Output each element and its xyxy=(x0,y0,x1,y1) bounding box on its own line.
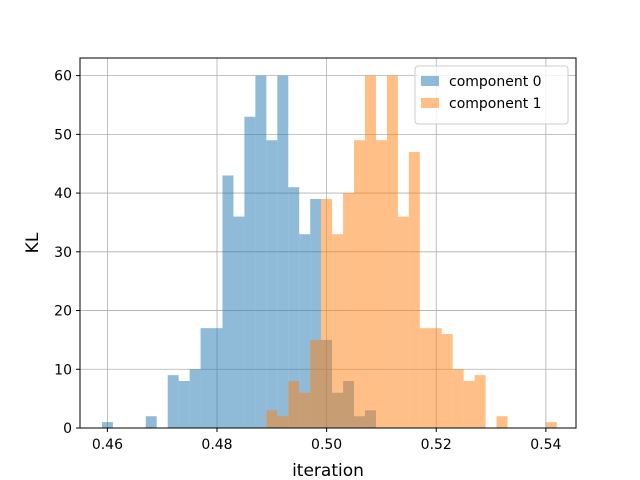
histogram-bar xyxy=(299,392,311,428)
histogram-bar xyxy=(545,422,557,428)
histogram-bar xyxy=(101,422,113,428)
x-tick-label: 0.50 xyxy=(311,437,342,453)
histogram-bar xyxy=(233,216,245,428)
histogram-bar xyxy=(364,75,376,428)
histogram-bar xyxy=(299,234,311,428)
histogram-bar xyxy=(277,416,289,428)
legend-label: component 0 xyxy=(449,74,542,90)
plot-frame xyxy=(79,57,577,429)
series-1-bars xyxy=(266,75,557,428)
histogram-bar xyxy=(408,151,420,428)
y-axis-label: KL xyxy=(23,232,43,253)
histogram-bar xyxy=(288,187,300,428)
histogram-bar xyxy=(419,328,431,428)
histogram-bar xyxy=(244,116,256,428)
histogram-bar xyxy=(288,381,300,428)
y-tick-label: 10 xyxy=(54,362,72,378)
histogram-bar xyxy=(310,339,322,428)
y-tick-label: 20 xyxy=(54,304,72,320)
histogram-bar xyxy=(189,369,201,428)
histogram-bar xyxy=(354,140,365,428)
x-tick-label: 0.48 xyxy=(201,437,232,453)
histogram-bar xyxy=(496,416,508,428)
y-tick-label: 0 xyxy=(63,421,72,437)
histogram-bar xyxy=(343,193,355,428)
histogram-bar xyxy=(200,328,223,428)
histogram-bar xyxy=(386,75,398,428)
histogram-bar xyxy=(321,198,333,428)
y-tick-label: 50 xyxy=(54,127,72,143)
histogram-bar xyxy=(266,140,278,428)
histogram-bar xyxy=(474,375,486,428)
histogram-bar xyxy=(167,375,179,428)
y-tick-label: 40 xyxy=(54,186,72,202)
histogram-bar xyxy=(463,381,475,428)
x-tick-label: 0.54 xyxy=(530,437,561,453)
legend-box xyxy=(414,65,569,125)
histogram-bar xyxy=(441,334,453,428)
legend: component 0 component 1 xyxy=(414,65,569,125)
series-0-bars xyxy=(101,75,376,428)
histogram-bar xyxy=(397,216,409,428)
histogram-bar xyxy=(452,369,464,428)
legend-label: component 1 xyxy=(449,96,542,112)
histogram-bar xyxy=(375,140,387,428)
histogram-bar xyxy=(430,328,442,428)
histogram-bar xyxy=(277,75,289,428)
histogram-bar xyxy=(178,381,190,428)
histogram-bar xyxy=(145,416,157,428)
histogram-bar xyxy=(332,234,344,428)
y-tick-label: 60 xyxy=(54,69,72,85)
legend-swatch xyxy=(421,98,439,108)
y-tick-label: 30 xyxy=(54,245,72,261)
axis-ticks: 0.46 0.48 0.50 0.52 0.54 0 10 20 30 40 50 60 xyxy=(54,69,561,453)
histogram-bar xyxy=(222,175,234,428)
histogram-bar xyxy=(266,410,278,428)
x-axis-label: iteration xyxy=(292,461,364,480)
x-tick-label: 0.52 xyxy=(421,437,452,453)
histogram-bar xyxy=(310,198,322,428)
histogram-bars xyxy=(101,75,557,428)
legend-swatch xyxy=(421,76,439,86)
x-tick-label: 0.46 xyxy=(92,437,123,453)
histogram-bar xyxy=(255,75,267,428)
